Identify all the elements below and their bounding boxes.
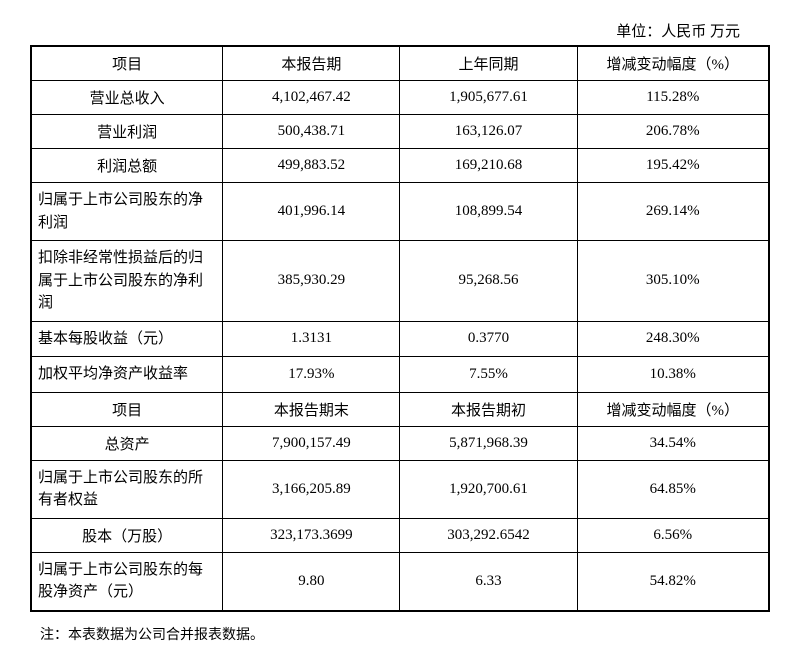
row-value-current: 323,173.3699 <box>223 518 400 552</box>
row-value-prior: 1,920,700.61 <box>400 460 577 518</box>
row-value-prior: 5,871,968.39 <box>400 426 577 460</box>
table-row: 股本（万股）323,173.3699303,292.65426.56% <box>31 518 769 552</box>
table-row: 营业利润500,438.71163,126.07206.78% <box>31 115 769 149</box>
row-change: 269.14% <box>577 183 769 241</box>
row-label: 扣除非经常性损益后的归属于上市公司股东的净利润 <box>31 241 223 322</box>
row-value-current: 401,996.14 <box>223 183 400 241</box>
row-change: 64.85% <box>577 460 769 518</box>
table-row: 归属于上市公司股东的净利润401,996.14108,899.54269.14% <box>31 183 769 241</box>
row-value-current: 499,883.52 <box>223 149 400 183</box>
financial-table: 项目本报告期上年同期增减变动幅度（%）营业总收入4,102,467.421,90… <box>30 45 770 612</box>
row-value-current: 1.3131 <box>223 321 400 357</box>
row-change: 305.10% <box>577 241 769 322</box>
row-value-prior: 6.33 <box>400 552 577 611</box>
table-row: 归属于上市公司股东的所有者权益3,166,205.891,920,700.616… <box>31 460 769 518</box>
table-header-row: 项目本报告期上年同期增减变动幅度（%） <box>31 46 769 81</box>
row-change: 248.30% <box>577 321 769 357</box>
table-header-cell: 本报告期初 <box>400 392 577 426</box>
table-row: 归属于上市公司股东的每股净资产（元）9.806.3354.82% <box>31 552 769 611</box>
row-value-current: 3,166,205.89 <box>223 460 400 518</box>
row-label: 营业利润 <box>31 115 223 149</box>
row-change: 6.56% <box>577 518 769 552</box>
row-value-current: 4,102,467.42 <box>223 81 400 115</box>
row-label: 股本（万股） <box>31 518 223 552</box>
row-label: 归属于上市公司股东的每股净资产（元） <box>31 552 223 611</box>
unit-label: 单位：人民币 万元 <box>30 20 770 41</box>
row-value-prior: 108,899.54 <box>400 183 577 241</box>
row-label: 归属于上市公司股东的净利润 <box>31 183 223 241</box>
row-change: 115.28% <box>577 81 769 115</box>
row-label: 基本每股收益（元） <box>31 321 223 357</box>
row-label: 营业总收入 <box>31 81 223 115</box>
row-value-prior: 303,292.6542 <box>400 518 577 552</box>
row-value-current: 7,900,157.49 <box>223 426 400 460</box>
row-label: 利润总额 <box>31 149 223 183</box>
table-row: 总资产7,900,157.495,871,968.3934.54% <box>31 426 769 460</box>
table-row: 利润总额499,883.52169,210.68195.42% <box>31 149 769 183</box>
row-change: 195.42% <box>577 149 769 183</box>
row-value-prior: 1,905,677.61 <box>400 81 577 115</box>
table-header-row: 项目本报告期末本报告期初增减变动幅度（%） <box>31 392 769 426</box>
table-row: 营业总收入4,102,467.421,905,677.61115.28% <box>31 81 769 115</box>
table-header-cell: 增减变动幅度（%） <box>577 392 769 426</box>
row-value-current: 500,438.71 <box>223 115 400 149</box>
row-label: 加权平均净资产收益率 <box>31 357 223 393</box>
table-row: 扣除非经常性损益后的归属于上市公司股东的净利润385,930.2995,268.… <box>31 241 769 322</box>
row-change: 10.38% <box>577 357 769 393</box>
row-value-current: 385,930.29 <box>223 241 400 322</box>
row-value-prior: 163,126.07 <box>400 115 577 149</box>
table-header-cell: 本报告期末 <box>223 392 400 426</box>
row-label: 总资产 <box>31 426 223 460</box>
row-change: 54.82% <box>577 552 769 611</box>
table-row: 基本每股收益（元）1.31310.3770248.30% <box>31 321 769 357</box>
row-value-prior: 169,210.68 <box>400 149 577 183</box>
row-value-prior: 95,268.56 <box>400 241 577 322</box>
table-row: 加权平均净资产收益率17.93%7.55%10.38% <box>31 357 769 393</box>
footnote: 注：本表数据为公司合并报表数据。 <box>30 624 770 644</box>
row-change: 206.78% <box>577 115 769 149</box>
row-label: 归属于上市公司股东的所有者权益 <box>31 460 223 518</box>
table-header-cell: 本报告期 <box>223 46 400 81</box>
row-value-prior: 0.3770 <box>400 321 577 357</box>
table-header-cell: 增减变动幅度（%） <box>577 46 769 81</box>
row-change: 34.54% <box>577 426 769 460</box>
row-value-current: 9.80 <box>223 552 400 611</box>
table-header-cell: 上年同期 <box>400 46 577 81</box>
row-value-current: 17.93% <box>223 357 400 393</box>
table-header-cell: 项目 <box>31 46 223 81</box>
table-header-cell: 项目 <box>31 392 223 426</box>
row-value-prior: 7.55% <box>400 357 577 393</box>
